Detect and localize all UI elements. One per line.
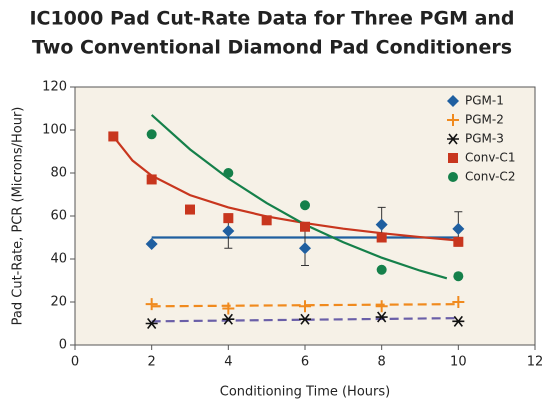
point xyxy=(222,313,235,325)
point xyxy=(185,204,195,215)
y-tick-label: 80 xyxy=(50,166,67,181)
point xyxy=(146,174,157,185)
point xyxy=(300,221,310,232)
point xyxy=(299,313,311,325)
legend-marker xyxy=(448,153,458,163)
point xyxy=(299,242,311,255)
legend-marker xyxy=(448,172,458,182)
point xyxy=(146,129,157,140)
point xyxy=(376,264,387,275)
point xyxy=(223,168,234,178)
point xyxy=(375,300,388,313)
legend-label: Conv-C1 xyxy=(465,151,515,165)
chart-title: IC1000 Pad Cut-Rate Data for Three PGM a… xyxy=(29,8,514,30)
point xyxy=(452,296,465,308)
x-tick-label: 8 xyxy=(378,355,386,370)
point xyxy=(261,215,272,226)
y-tick-label: 120 xyxy=(42,80,67,95)
x-axis-label: Conditioning Time (Hours) xyxy=(220,385,390,400)
x-tick-label: 2 xyxy=(148,355,156,370)
point xyxy=(453,271,464,282)
y-tick-label: 40 xyxy=(50,252,67,267)
x-tick-label: 10 xyxy=(450,355,467,370)
point xyxy=(375,218,388,231)
point xyxy=(453,236,464,247)
legend-label: PGM-3 xyxy=(465,132,504,146)
x-tick-label: 6 xyxy=(301,355,309,370)
trend-line xyxy=(151,317,459,323)
point xyxy=(376,232,387,243)
legend-label: PGM-2 xyxy=(465,113,504,127)
legend-label: PGM-1 xyxy=(465,94,504,108)
point xyxy=(145,318,158,329)
legend-label: Conv-C2 xyxy=(465,170,515,184)
x-tick-label: 12 xyxy=(527,355,544,370)
x-tick-label: 4 xyxy=(224,355,232,370)
y-tick-label: 20 xyxy=(50,295,67,310)
point xyxy=(300,200,310,211)
chart-title: Two Conventional Diamond Pad Conditioner… xyxy=(32,37,512,59)
point xyxy=(222,225,235,238)
point xyxy=(222,302,235,315)
point xyxy=(375,311,388,323)
point xyxy=(299,300,311,313)
y-tick-label: 100 xyxy=(42,123,67,138)
legend-marker xyxy=(447,133,459,145)
point xyxy=(145,237,158,250)
y-axis-label: Pad Cut-Rate, PCR (Microns/Hour) xyxy=(11,107,26,326)
point xyxy=(108,131,119,142)
legend-marker xyxy=(447,114,459,126)
y-tick-label: 60 xyxy=(50,209,67,224)
x-tick-label: 0 xyxy=(71,355,79,370)
trend-line xyxy=(151,303,459,308)
y-tick-label: 0 xyxy=(59,338,67,353)
point xyxy=(452,222,465,235)
point xyxy=(452,315,465,327)
legend-marker xyxy=(447,95,459,107)
point xyxy=(145,298,158,311)
point xyxy=(223,213,234,224)
